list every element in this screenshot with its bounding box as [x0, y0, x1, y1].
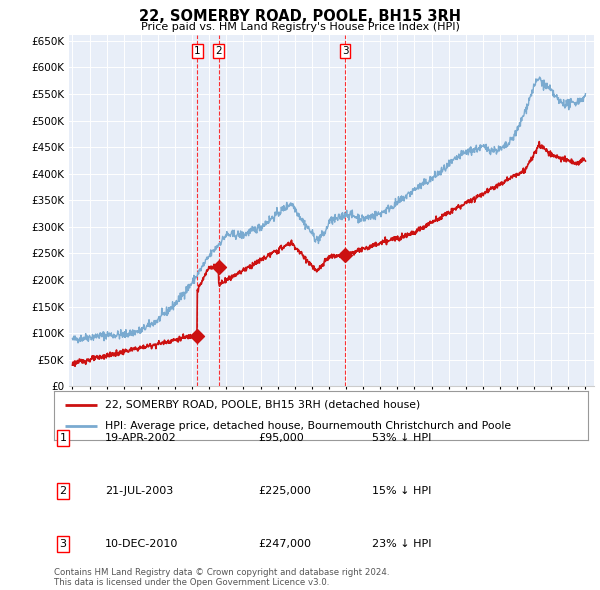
- Text: 21-JUL-2003: 21-JUL-2003: [105, 486, 173, 496]
- Point: [193, 331, 202, 340]
- Text: HPI: Average price, detached house, Bournemouth Christchurch and Poole: HPI: Average price, detached house, Bour…: [105, 421, 511, 431]
- Text: 22, SOMERBY ROAD, POOLE, BH15 3RH: 22, SOMERBY ROAD, POOLE, BH15 3RH: [139, 9, 461, 24]
- Text: 10-DEC-2010: 10-DEC-2010: [105, 539, 178, 549]
- Text: 3: 3: [59, 539, 67, 549]
- Text: 53% ↓ HPI: 53% ↓ HPI: [372, 433, 431, 443]
- Text: £225,000: £225,000: [258, 486, 311, 496]
- Point: [214, 262, 223, 271]
- Text: 2: 2: [59, 486, 67, 496]
- Text: 2: 2: [215, 46, 222, 56]
- Text: Price paid vs. HM Land Registry's House Price Index (HPI): Price paid vs. HM Land Registry's House …: [140, 22, 460, 32]
- Text: 1: 1: [59, 433, 67, 443]
- Text: 22, SOMERBY ROAD, POOLE, BH15 3RH (detached house): 22, SOMERBY ROAD, POOLE, BH15 3RH (detac…: [105, 399, 420, 409]
- Text: Contains HM Land Registry data © Crown copyright and database right 2024.: Contains HM Land Registry data © Crown c…: [54, 568, 389, 577]
- Text: 15% ↓ HPI: 15% ↓ HPI: [372, 486, 431, 496]
- Text: £247,000: £247,000: [258, 539, 311, 549]
- Text: 19-APR-2002: 19-APR-2002: [105, 433, 177, 443]
- Text: 23% ↓ HPI: 23% ↓ HPI: [372, 539, 431, 549]
- Point: [340, 250, 350, 260]
- Text: This data is licensed under the Open Government Licence v3.0.: This data is licensed under the Open Gov…: [54, 578, 329, 587]
- Text: 1: 1: [194, 46, 200, 56]
- Text: 3: 3: [341, 46, 349, 56]
- Text: £95,000: £95,000: [258, 433, 304, 443]
